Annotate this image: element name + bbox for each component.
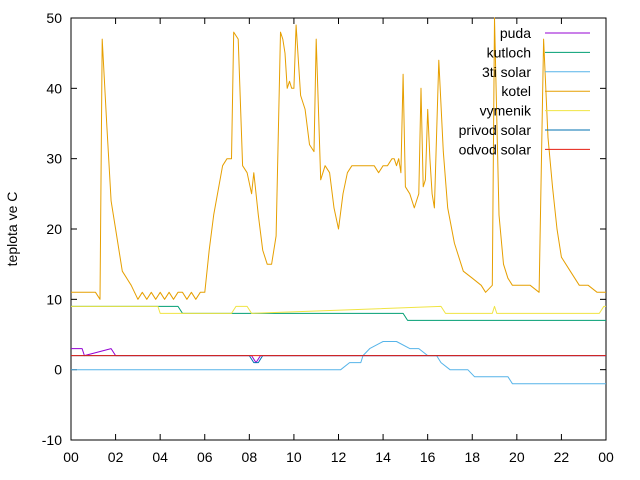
x-tick-label: 14 [375, 449, 391, 465]
y-tick-label: 10 [46, 291, 62, 307]
y-tick-label: 40 [46, 80, 62, 96]
legend-label: privod solar [459, 122, 532, 138]
legend-label: puda [500, 25, 531, 41]
y-tick-label: 30 [46, 151, 62, 167]
x-tick-label: 18 [464, 449, 480, 465]
legend-label: kutloch [487, 44, 531, 60]
series-layer [71, 17, 606, 385]
series-line-privod-solar [71, 355, 606, 364]
x-tick-label: 00 [63, 449, 79, 465]
x-tick-label: 08 [242, 449, 258, 465]
x-tick-label: 02 [108, 449, 124, 465]
series-line-kotel [71, 17, 606, 300]
x-tick-label: 22 [554, 449, 570, 465]
x-tick-label: 04 [152, 449, 168, 465]
x-tick-label: 12 [331, 449, 347, 465]
x-axis: 00 02 04 06 08 10 12 14 16 18 20 22 00 [63, 18, 614, 465]
y-tick-label: 20 [46, 221, 62, 237]
x-tick-label: 06 [197, 449, 213, 465]
y-tick-label: -10 [42, 432, 62, 448]
legend: puda kutloch 3ti solar kotel vymenik privod s… [459, 25, 590, 157]
legend-label: odvod solar [459, 141, 532, 157]
x-tick-label: 16 [420, 449, 436, 465]
x-tick-label: 00 [598, 449, 614, 465]
series-line-vymenik [71, 305, 606, 314]
series-line-3ti-solar [71, 341, 606, 385]
legend-label: 3ti solar [482, 64, 531, 80]
legend-label: kotel [501, 83, 531, 99]
y-tick-label: 0 [54, 362, 62, 378]
y-tick-label: 50 [46, 10, 62, 26]
x-tick-label: 20 [509, 449, 525, 465]
y-axis: -10 0 10 20 30 40 50 [42, 10, 606, 448]
legend-label: vymenik [480, 103, 532, 119]
x-tick-label: 10 [286, 449, 302, 465]
y-axis-title: teplota ve C [4, 192, 20, 267]
